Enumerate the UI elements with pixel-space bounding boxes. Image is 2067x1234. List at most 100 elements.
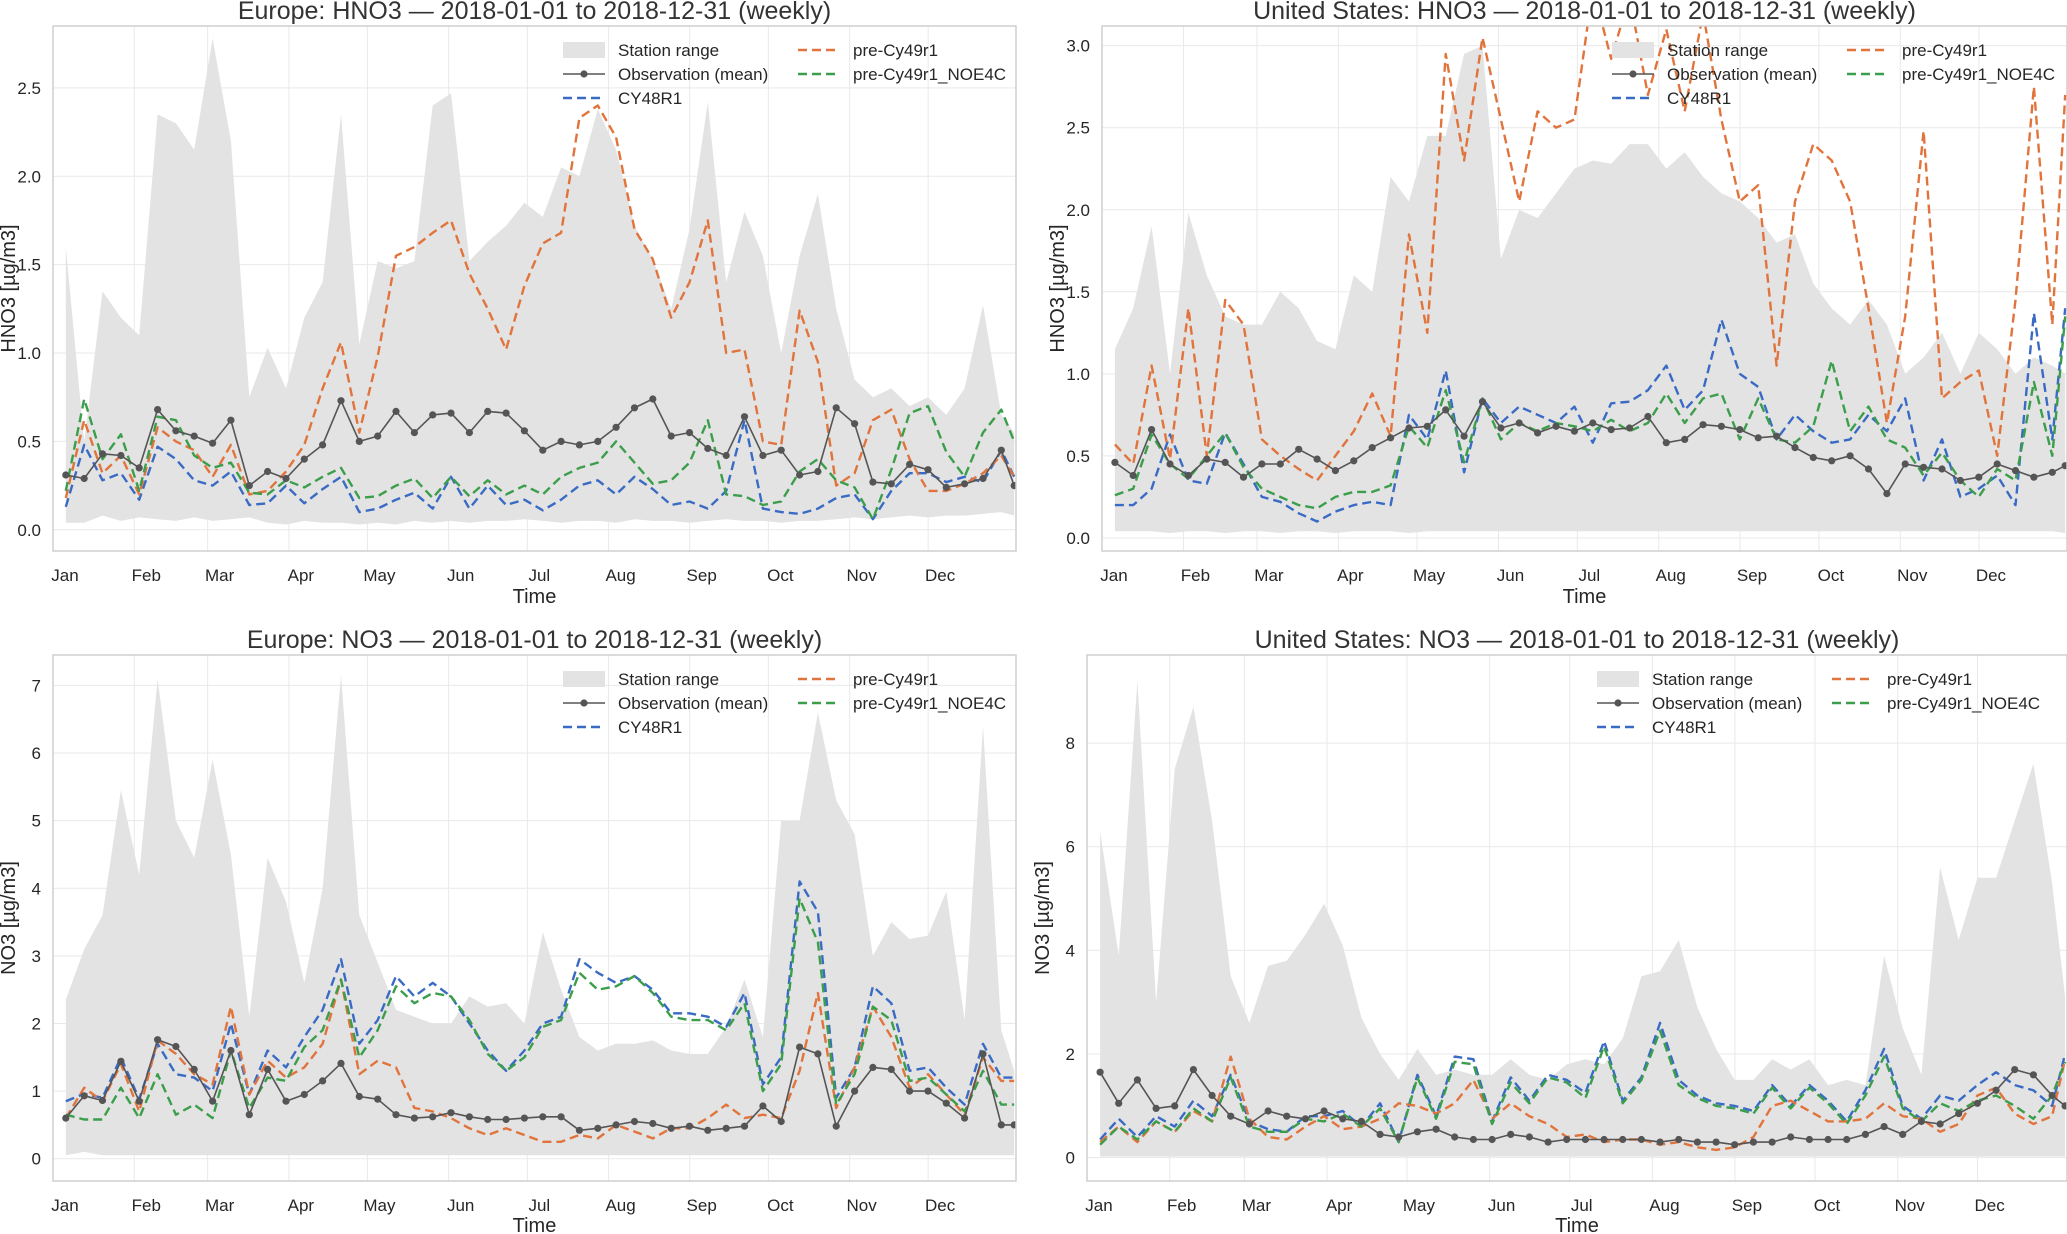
legend-swatch-station-range xyxy=(563,671,605,687)
observation-marker xyxy=(539,1113,547,1121)
observation-marker xyxy=(759,1102,767,1110)
x-axis-label: Time xyxy=(1555,1215,1599,1234)
observation-marker xyxy=(1096,1068,1104,1076)
observation-marker xyxy=(2061,462,2067,470)
observation-marker xyxy=(355,437,363,445)
x-tick-label: Oct xyxy=(1814,1196,1841,1215)
legend-marker-observation xyxy=(1629,70,1637,78)
observation-marker xyxy=(1809,453,1817,462)
observation-marker xyxy=(1625,424,1634,432)
y-tick-label: 2.5 xyxy=(1066,119,1090,138)
observation-marker xyxy=(851,420,859,428)
observation-marker xyxy=(1843,1135,1851,1144)
y-tick-label: 4 xyxy=(32,879,41,898)
y-tick-label: 5 xyxy=(32,812,41,831)
y-axis-label: HNO3 [µg/m3] xyxy=(1047,224,1069,352)
legend-label-pre-cy49r1: pre-Cy49r1 xyxy=(853,670,938,689)
x-tick-label: Oct xyxy=(1818,566,1845,585)
observation-marker xyxy=(319,1077,327,1085)
observation-marker xyxy=(1773,432,1781,440)
observation-marker xyxy=(1507,1130,1515,1138)
observation-marker xyxy=(1544,1138,1552,1146)
observation-marker xyxy=(1166,460,1174,468)
x-tick-label: Nov xyxy=(1895,1196,1926,1215)
legend-label-observation: Observation (mean) xyxy=(1667,65,1817,84)
legend-marker-observation xyxy=(1614,699,1622,707)
observation-marker xyxy=(832,404,840,412)
x-tick-label: Sep xyxy=(687,1196,717,1215)
observation-marker xyxy=(1749,1138,1757,1146)
legend: Station range Observation (mean) CY48R1 pre… xyxy=(1597,670,2040,737)
x-tick-label: Jan xyxy=(51,566,78,585)
observation-marker xyxy=(520,1114,529,1122)
observation-marker xyxy=(1936,1120,1944,1128)
x-tick-label: Nov xyxy=(847,1196,878,1215)
observation-marker xyxy=(557,1113,565,1121)
observation-marker xyxy=(2061,1102,2067,1110)
plot-frame xyxy=(1086,654,2067,1182)
legend-label-pre-cy49r1-noe4c: pre-Cy49r1_NOE4C xyxy=(853,65,1006,84)
observation-marker xyxy=(227,1046,235,1055)
observation-marker xyxy=(1973,1099,1981,1107)
observation-marker xyxy=(594,1124,602,1132)
observation-marker xyxy=(484,1115,492,1124)
observation-marker xyxy=(594,437,602,445)
x-axis-label: Time xyxy=(1563,586,1607,608)
x-tick-label: Dec xyxy=(925,566,956,585)
observation-marker xyxy=(759,451,767,460)
chart-title: Europe: HNO3 — 2018-01-01 to 2018-12-31 … xyxy=(238,0,831,25)
y-tick-label: 0 xyxy=(32,1150,41,1169)
observation-marker xyxy=(539,446,547,454)
legend-label-observation: Observation (mean) xyxy=(1652,694,1802,713)
legend-marker-observation xyxy=(580,699,588,707)
observation-marker xyxy=(1350,457,1358,465)
observation-marker xyxy=(282,474,290,483)
x-tick-label: Feb xyxy=(132,1196,161,1215)
legend-label-station-range: Station range xyxy=(618,670,719,689)
legend-swatch-station-range xyxy=(1597,671,1639,687)
observation-marker xyxy=(2029,1071,2037,1079)
legend: Station range Observation (mean) CY48R1 pre… xyxy=(1612,41,2055,108)
x-tick-label: Jul xyxy=(1578,566,1600,585)
y-tick-label: 1.5 xyxy=(17,256,41,275)
x-tick-label: Apr xyxy=(288,566,315,585)
observation-marker xyxy=(997,446,1005,454)
x-tick-label: Dec xyxy=(1974,1196,2005,1215)
observation-marker xyxy=(374,1095,382,1103)
observation-marker xyxy=(1189,1066,1197,1074)
observation-marker xyxy=(1736,426,1744,434)
x-tick-label: May xyxy=(1413,566,1446,585)
observation-marker xyxy=(392,407,400,415)
x-tick-label: Aug xyxy=(605,566,635,585)
observation-marker xyxy=(887,480,895,488)
observation-marker xyxy=(1423,422,1431,430)
observation-marker xyxy=(135,1097,143,1105)
observation-marker xyxy=(1339,1115,1347,1123)
legend-label-cy48r1: CY48R1 xyxy=(618,89,682,108)
station-range-band xyxy=(65,38,1015,525)
observation-marker xyxy=(1395,1133,1403,1141)
x-tick-label: Mar xyxy=(1242,1196,1272,1215)
y-tick-label: 0.5 xyxy=(17,432,41,451)
y-tick-label: 8 xyxy=(1066,734,1075,753)
observation-marker xyxy=(1203,455,1211,463)
observation-marker xyxy=(447,409,455,417)
observation-marker xyxy=(80,1092,88,1100)
observation-marker xyxy=(1787,1133,1795,1141)
legend-label-observation: Observation (mean) xyxy=(618,65,768,84)
observation-marker xyxy=(2011,1066,2019,1074)
observation-marker xyxy=(869,478,877,486)
observation-marker xyxy=(1283,1112,1291,1120)
observation-marker xyxy=(814,1050,822,1058)
legend: Station range Observation (mean) CY48R1 pre… xyxy=(563,670,1006,737)
observation-marker xyxy=(209,439,217,447)
observation-marker xyxy=(630,1117,639,1126)
observation-marker xyxy=(1208,1091,1216,1100)
observation-marker xyxy=(575,441,584,449)
observation-marker xyxy=(832,1122,840,1130)
y-tick-label: 2.0 xyxy=(1066,201,1090,220)
legend-label-cy48r1: CY48R1 xyxy=(1667,89,1731,108)
observation-marker xyxy=(300,1090,308,1099)
observation-marker xyxy=(1320,1107,1328,1115)
observation-marker xyxy=(465,1113,473,1121)
